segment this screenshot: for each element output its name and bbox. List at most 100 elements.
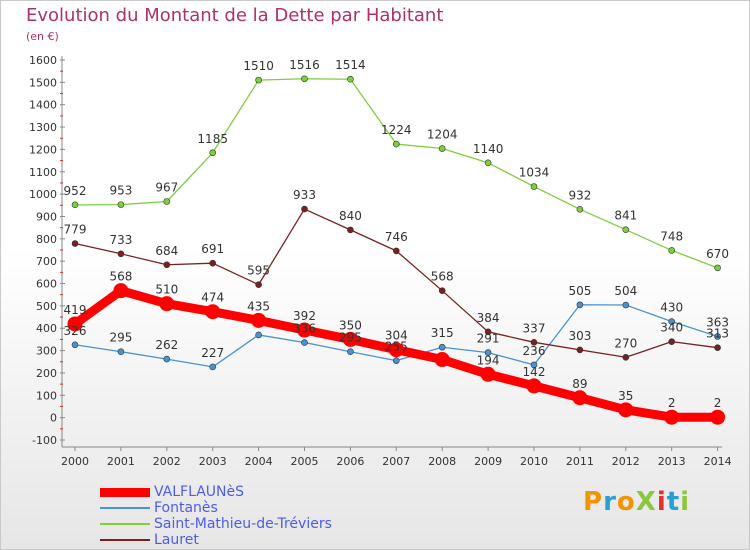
y-tick-label: 1600	[29, 54, 57, 67]
data-label: 510	[155, 283, 178, 297]
data-point	[572, 390, 588, 406]
data-point	[530, 339, 538, 346]
data-label: 1034	[519, 166, 550, 180]
data-point	[484, 328, 492, 336]
data-label: 684	[155, 244, 178, 258]
data-point	[117, 201, 125, 208]
data-label: 933	[293, 188, 316, 202]
legend-label: Fontanès	[154, 500, 218, 516]
data-label: 291	[477, 332, 500, 346]
data-point	[71, 341, 79, 349]
data-point	[668, 247, 676, 254]
y-tick-label: 600	[36, 278, 57, 291]
data-point	[347, 75, 354, 83]
data-point	[530, 183, 538, 190]
data-point	[622, 226, 630, 233]
data-label: 1516	[289, 58, 320, 72]
data-label: 295	[109, 331, 132, 345]
data-label: 733	[109, 233, 132, 247]
data-label: 392	[293, 309, 316, 323]
data-label: 595	[247, 264, 270, 278]
data-point	[668, 338, 676, 345]
data-point	[484, 349, 492, 356]
x-tick-label: 2008	[428, 455, 456, 468]
y-tick-label: 1000	[29, 188, 57, 201]
x-tick-label: 2001	[107, 455, 135, 468]
data-point	[438, 287, 446, 294]
data-label: 304	[385, 329, 408, 343]
y-tick-label: 200	[36, 367, 57, 380]
data-point	[438, 145, 446, 152]
y-tick-label: 1400	[29, 99, 57, 112]
data-point	[301, 205, 308, 213]
data-point	[714, 264, 721, 272]
data-point	[434, 352, 450, 368]
data-label: 295	[339, 331, 362, 345]
legend-label: Lauret	[154, 532, 199, 548]
data-point	[255, 76, 262, 84]
x-tick-label: 2011	[566, 455, 594, 468]
data-label: 1510	[243, 59, 274, 73]
data-label: 227	[201, 346, 224, 360]
data-point	[163, 355, 171, 363]
data-point	[342, 331, 358, 347]
data-point	[297, 322, 312, 338]
x-tick-label: 2014	[704, 455, 732, 468]
legend-swatch	[100, 507, 150, 509]
data-label: 435	[247, 299, 270, 313]
data-point	[251, 312, 267, 328]
data-point	[668, 318, 676, 325]
data-point	[388, 342, 404, 358]
data-point	[618, 402, 634, 418]
data-point	[71, 201, 79, 209]
y-tick-label: 900	[36, 210, 57, 223]
data-label: 384	[477, 311, 500, 325]
data-label: 326	[64, 324, 87, 338]
y-tick-label: 0	[50, 412, 57, 425]
data-label: 315	[431, 326, 454, 340]
data-point	[530, 361, 538, 369]
x-tick-label: 2012	[612, 455, 640, 468]
data-label: 967	[155, 180, 178, 194]
data-point	[526, 378, 542, 394]
data-point	[576, 346, 584, 354]
data-label: 270	[614, 336, 637, 350]
data-point	[159, 296, 175, 312]
data-label: 236	[523, 344, 546, 358]
data-label: 1140	[473, 142, 504, 156]
x-tick-label: 2005	[291, 455, 319, 468]
data-point	[209, 363, 216, 371]
data-point	[117, 250, 125, 258]
x-tick-label: 2002	[153, 455, 181, 468]
y-tick-label: 1300	[29, 121, 57, 134]
data-label: 89	[572, 377, 587, 391]
data-point	[67, 316, 83, 332]
data-label: 350	[339, 318, 362, 332]
data-point	[438, 343, 446, 351]
data-point	[392, 247, 400, 255]
data-point	[714, 333, 721, 340]
data-label: 340	[660, 321, 683, 335]
y-tick-label: 500	[36, 300, 57, 313]
x-tick-label: 2010	[520, 455, 548, 468]
data-label: 952	[64, 184, 87, 198]
data-point	[347, 348, 354, 356]
x-tick-label: 2003	[199, 455, 227, 468]
data-point	[301, 339, 308, 346]
data-label: 2	[714, 396, 722, 410]
y-tick-label: 300	[36, 345, 57, 358]
data-label: 1204	[427, 128, 458, 142]
y-tick-label: 100	[36, 389, 57, 402]
data-label: 303	[568, 329, 591, 343]
x-tick-label: 2000	[61, 455, 89, 468]
data-label: 430	[660, 301, 683, 315]
data-point	[710, 409, 726, 425]
data-label: 419	[64, 303, 87, 317]
data-label: 1224	[381, 123, 412, 137]
data-point	[163, 261, 171, 269]
legend-label: VALFLAUNèS	[154, 484, 245, 500]
data-label: 142	[523, 365, 546, 379]
data-label: 1514	[335, 58, 366, 72]
data-point	[480, 366, 496, 382]
